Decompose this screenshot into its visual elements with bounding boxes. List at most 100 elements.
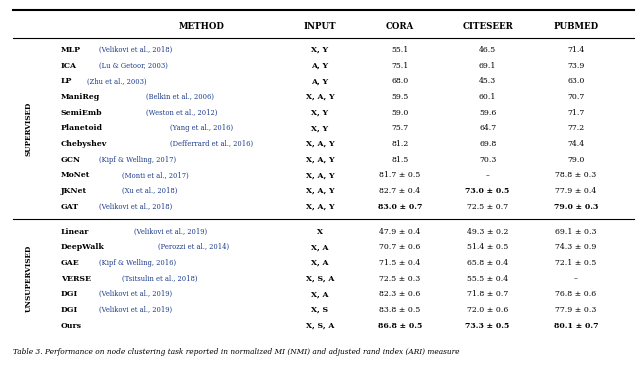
Text: SemiEmb: SemiEmb bbox=[61, 109, 102, 117]
Text: (Lu & Getoor, 2003): (Lu & Getoor, 2003) bbox=[99, 62, 168, 70]
Text: Linear: Linear bbox=[61, 228, 89, 236]
Text: 79.0: 79.0 bbox=[567, 156, 585, 164]
Text: 78.8 ± 0.3: 78.8 ± 0.3 bbox=[556, 171, 596, 179]
Text: A, Y: A, Y bbox=[312, 77, 328, 86]
Text: ICA: ICA bbox=[61, 62, 77, 70]
Text: X, Y: X, Y bbox=[312, 46, 328, 54]
Text: 75.7: 75.7 bbox=[392, 124, 408, 132]
Text: 72.5 ± 0.3: 72.5 ± 0.3 bbox=[380, 275, 420, 283]
Text: (Weston et al., 2012): (Weston et al., 2012) bbox=[146, 109, 218, 117]
Text: 64.7: 64.7 bbox=[479, 124, 496, 132]
Text: MoNet: MoNet bbox=[61, 171, 90, 179]
Text: DGI: DGI bbox=[61, 306, 78, 314]
Text: 72.0 ± 0.6: 72.0 ± 0.6 bbox=[467, 306, 508, 314]
Text: CORA: CORA bbox=[386, 22, 414, 31]
Text: (Velikovi et al., 2018): (Velikovi et al., 2018) bbox=[99, 46, 172, 54]
Text: X, A, Y: X, A, Y bbox=[306, 203, 334, 211]
Text: 75.1: 75.1 bbox=[392, 62, 408, 70]
Text: 86.8 ± 0.5: 86.8 ± 0.5 bbox=[378, 321, 422, 330]
Text: –: – bbox=[574, 275, 578, 283]
Text: 74.3 ± 0.9: 74.3 ± 0.9 bbox=[556, 243, 596, 251]
Text: 71.8 ± 0.7: 71.8 ± 0.7 bbox=[467, 290, 508, 298]
Text: 82.3 ± 0.6: 82.3 ± 0.6 bbox=[380, 290, 420, 298]
Text: JKNet: JKNet bbox=[61, 187, 87, 195]
Text: VERSE: VERSE bbox=[61, 275, 91, 283]
Text: 81.2: 81.2 bbox=[392, 140, 408, 148]
Text: PUBMED: PUBMED bbox=[554, 22, 598, 31]
Text: SUPERVISED: SUPERVISED bbox=[25, 101, 33, 156]
Text: 60.1: 60.1 bbox=[479, 93, 497, 101]
Text: X, S: X, S bbox=[312, 306, 328, 314]
Text: 63.0: 63.0 bbox=[567, 77, 585, 86]
Text: 71.5 ± 0.4: 71.5 ± 0.4 bbox=[380, 259, 420, 267]
Text: 81.7 ± 0.5: 81.7 ± 0.5 bbox=[380, 171, 420, 179]
Text: X: X bbox=[317, 228, 323, 236]
Text: (Monti et al., 2017): (Monti et al., 2017) bbox=[122, 171, 189, 179]
Text: X, A: X, A bbox=[311, 259, 329, 267]
Text: 69.1: 69.1 bbox=[479, 62, 497, 70]
Text: X, A: X, A bbox=[311, 243, 329, 251]
Text: DeepWalk: DeepWalk bbox=[61, 243, 105, 251]
Text: 69.8: 69.8 bbox=[479, 140, 496, 148]
Text: X, A: X, A bbox=[311, 290, 329, 298]
Text: X, Y: X, Y bbox=[312, 109, 328, 117]
Text: LP: LP bbox=[61, 77, 72, 86]
Text: X, S, A: X, S, A bbox=[306, 321, 334, 330]
Text: 77.2: 77.2 bbox=[568, 124, 584, 132]
Text: Ours: Ours bbox=[61, 321, 82, 330]
Text: 65.8 ± 0.4: 65.8 ± 0.4 bbox=[467, 259, 508, 267]
Text: CITESEER: CITESEER bbox=[462, 22, 513, 31]
Text: (Yang et al., 2016): (Yang et al., 2016) bbox=[170, 124, 233, 132]
Text: 47.9 ± 0.4: 47.9 ± 0.4 bbox=[380, 228, 420, 236]
Text: 46.5: 46.5 bbox=[479, 46, 496, 54]
Text: 68.0: 68.0 bbox=[392, 77, 408, 86]
Text: Table 3. Performance on node clustering task reported in normalized MI (NMI) and: Table 3. Performance on node clustering … bbox=[13, 348, 460, 356]
Text: 72.5 ± 0.7: 72.5 ± 0.7 bbox=[467, 203, 508, 211]
Text: GCN: GCN bbox=[61, 156, 81, 164]
Text: 70.7 ± 0.6: 70.7 ± 0.6 bbox=[380, 243, 420, 251]
Text: (Velikovi et al., 2019): (Velikovi et al., 2019) bbox=[99, 306, 172, 314]
Text: GAE: GAE bbox=[61, 259, 79, 267]
Text: 59.0: 59.0 bbox=[391, 109, 409, 117]
Text: X, Y: X, Y bbox=[312, 124, 328, 132]
Text: (Perozzi et al., 2014): (Perozzi et al., 2014) bbox=[158, 243, 229, 251]
Text: 73.9: 73.9 bbox=[567, 62, 585, 70]
Text: 74.4: 74.4 bbox=[568, 140, 584, 148]
Text: 59.5: 59.5 bbox=[392, 93, 408, 101]
Text: 45.3: 45.3 bbox=[479, 77, 496, 86]
Text: –: – bbox=[486, 171, 490, 179]
Text: 83.0 ± 0.7: 83.0 ± 0.7 bbox=[378, 203, 422, 211]
Text: 59.6: 59.6 bbox=[479, 109, 496, 117]
Text: (Velikovi et al., 2018): (Velikovi et al., 2018) bbox=[99, 203, 172, 211]
Text: 51.4 ± 0.5: 51.4 ± 0.5 bbox=[467, 243, 508, 251]
Text: ManiReg: ManiReg bbox=[61, 93, 100, 101]
Text: 71.7: 71.7 bbox=[568, 109, 584, 117]
Text: 49.3 ± 0.2: 49.3 ± 0.2 bbox=[467, 228, 508, 236]
Text: 80.1 ± 0.7: 80.1 ± 0.7 bbox=[554, 321, 598, 330]
Text: X, A, Y: X, A, Y bbox=[306, 187, 334, 195]
Text: 55.1: 55.1 bbox=[392, 46, 408, 54]
Text: 83.8 ± 0.5: 83.8 ± 0.5 bbox=[380, 306, 420, 314]
Text: 82.7 ± 0.4: 82.7 ± 0.4 bbox=[380, 187, 420, 195]
Text: (Tsitsulin et al., 2018): (Tsitsulin et al., 2018) bbox=[122, 275, 198, 283]
Text: 72.1 ± 0.5: 72.1 ± 0.5 bbox=[556, 259, 596, 267]
Text: 73.3 ± 0.5: 73.3 ± 0.5 bbox=[465, 321, 510, 330]
Text: UNSUPERVISED: UNSUPERVISED bbox=[25, 245, 33, 312]
Text: (Belkin et al., 2006): (Belkin et al., 2006) bbox=[146, 93, 214, 101]
Text: 81.5: 81.5 bbox=[392, 156, 408, 164]
Text: A, Y: A, Y bbox=[312, 62, 328, 70]
Text: 77.9 ± 0.3: 77.9 ± 0.3 bbox=[556, 306, 596, 314]
Text: X, A, Y: X, A, Y bbox=[306, 171, 334, 179]
Text: (Zhu et al., 2003): (Zhu et al., 2003) bbox=[87, 77, 147, 86]
Text: 73.0 ± 0.5: 73.0 ± 0.5 bbox=[465, 187, 510, 195]
Text: GAT: GAT bbox=[61, 203, 79, 211]
Text: 76.8 ± 0.6: 76.8 ± 0.6 bbox=[556, 290, 596, 298]
Text: 71.4: 71.4 bbox=[568, 46, 584, 54]
Text: (Defferrard et al., 2016): (Defferrard et al., 2016) bbox=[170, 140, 253, 148]
Text: (Kipf & Welling, 2017): (Kipf & Welling, 2017) bbox=[99, 156, 176, 164]
Text: METHOD: METHOD bbox=[179, 22, 225, 31]
Text: (Xu et al., 2018): (Xu et al., 2018) bbox=[122, 187, 178, 195]
Text: MLP: MLP bbox=[61, 46, 81, 54]
Text: 70.7: 70.7 bbox=[568, 93, 584, 101]
Text: Chebyshev: Chebyshev bbox=[61, 140, 107, 148]
